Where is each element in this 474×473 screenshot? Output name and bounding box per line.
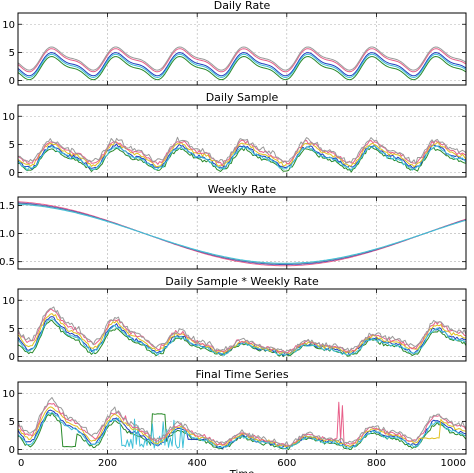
panel-title: Final Time Series bbox=[195, 368, 288, 381]
panel-title: Weekly Rate bbox=[208, 183, 277, 196]
series-line bbox=[18, 306, 466, 354]
series-line bbox=[18, 318, 466, 357]
y-tick-label: 5 bbox=[9, 140, 15, 151]
series-line bbox=[18, 401, 466, 447]
y-tick-label: 10 bbox=[2, 20, 15, 31]
series-line bbox=[18, 409, 466, 449]
y-tick-label: 5 bbox=[9, 48, 15, 59]
x-tick-label: 1000 bbox=[441, 458, 466, 469]
y-tick-label: 10 bbox=[2, 296, 15, 307]
y-tick-label: 0.5 bbox=[0, 257, 15, 268]
y-tick-label: 5 bbox=[9, 324, 15, 335]
series-group bbox=[18, 201, 466, 267]
chart-panel: Final Time Series 0 5 10 0 200 400 600 800 1000 Ti… bbox=[2, 368, 467, 473]
x-tick-label: 200 bbox=[98, 458, 117, 469]
series-group bbox=[18, 136, 466, 173]
plot-frame bbox=[17, 104, 467, 178]
x-tick-label: 400 bbox=[188, 458, 207, 469]
chart-panel: Weekly Rate 0.5 1.0 1.5 bbox=[0, 183, 467, 270]
y-tick-label: 10 bbox=[2, 389, 15, 400]
y-tick-label: 0 bbox=[9, 76, 15, 87]
y-tick-label: 5 bbox=[9, 417, 15, 428]
series-line bbox=[18, 143, 466, 170]
chart-panel: Daily Rate 0 5 10 bbox=[2, 0, 467, 87]
series-line bbox=[18, 411, 466, 450]
chart-panel: Daily Sample * Weekly Rate 0 5 10 bbox=[2, 275, 467, 363]
plot-frame bbox=[17, 288, 467, 362]
y-tick-label: 1.0 bbox=[0, 229, 15, 240]
y-tick-label: 0 bbox=[9, 168, 15, 179]
plot-frame bbox=[17, 381, 467, 455]
series-line bbox=[18, 139, 466, 167]
y-tick-label: 0 bbox=[9, 352, 15, 363]
series-line bbox=[18, 52, 466, 77]
x-tick-label: 600 bbox=[277, 458, 296, 469]
x-axis-label: Time bbox=[229, 469, 254, 473]
series-line bbox=[18, 397, 466, 448]
series-line bbox=[18, 406, 466, 448]
plot-frame bbox=[17, 12, 467, 86]
series-line bbox=[18, 141, 466, 168]
y-tick-label: 1.5 bbox=[0, 201, 15, 212]
chart-panel: Daily Sample 0 5 10 bbox=[2, 91, 467, 179]
y-tick-label: 10 bbox=[2, 112, 15, 123]
series-group bbox=[18, 46, 466, 81]
series-line bbox=[18, 136, 466, 165]
panel-title: Daily Rate bbox=[214, 0, 271, 12]
y-tick-label: 0 bbox=[9, 445, 15, 456]
series-line bbox=[18, 46, 466, 71]
series-group bbox=[18, 397, 466, 451]
series-line bbox=[18, 203, 466, 264]
panel-title: Daily Sample * Weekly Rate bbox=[165, 275, 319, 288]
x-tick-label: 0 bbox=[18, 458, 24, 469]
series-line bbox=[18, 48, 466, 73]
plot-frame bbox=[17, 196, 467, 270]
series-group bbox=[18, 306, 466, 358]
series-line bbox=[18, 56, 466, 81]
panel-title: Daily Sample bbox=[206, 91, 279, 104]
x-tick-label: 800 bbox=[367, 458, 386, 469]
series-line bbox=[18, 145, 466, 171]
series-line bbox=[18, 53, 466, 78]
